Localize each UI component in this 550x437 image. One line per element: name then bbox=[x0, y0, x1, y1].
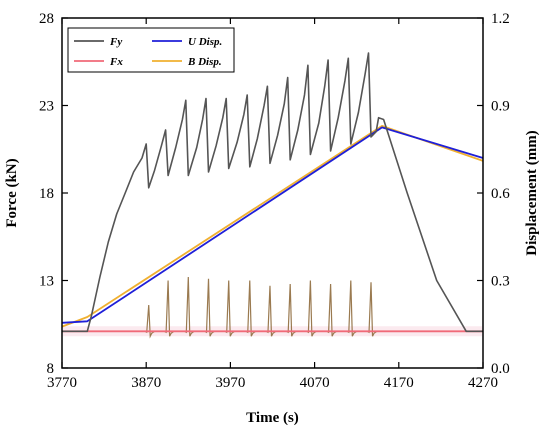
y-left-tick-label: 18 bbox=[39, 186, 54, 202]
x-tick-label: 3970 bbox=[215, 375, 245, 391]
y-right-tick-label: 1.2 bbox=[491, 11, 510, 27]
y-right-tick-label: 0.9 bbox=[491, 99, 510, 115]
x-tick-label: 4170 bbox=[384, 375, 414, 391]
legend-box bbox=[67, 27, 235, 73]
y-right-tick-label: 0.6 bbox=[491, 186, 510, 202]
x-tick-label: 3770 bbox=[47, 375, 77, 391]
legend-label: Fy bbox=[109, 36, 122, 48]
fx-spikes bbox=[63, 276, 482, 339]
x-tick-label: 4070 bbox=[300, 375, 330, 391]
right-y-axis-label: Displacement (mm) bbox=[524, 130, 540, 255]
series-line-fy bbox=[62, 52, 483, 333]
x-tick-label: 4270 bbox=[468, 375, 498, 391]
legend-label: Fx bbox=[109, 56, 123, 68]
legend-label: U Disp. bbox=[188, 36, 222, 48]
legend-label: B Disp. bbox=[187, 56, 222, 68]
y-left-tick-label: 8 bbox=[47, 361, 55, 377]
y-left-tick-label: 23 bbox=[39, 99, 54, 115]
x-axis-label: Time (s) bbox=[246, 410, 299, 426]
legend: Fy U Disp. Fx B Disp. bbox=[67, 27, 235, 73]
y-left-tick-label: 28 bbox=[39, 11, 54, 27]
x-tick-label: 3870 bbox=[131, 375, 161, 391]
series-line-u-disp- bbox=[61, 126, 484, 324]
y-right-tick-label: 0.0 bbox=[491, 361, 510, 377]
y-right-tick-label: 0.3 bbox=[491, 274, 510, 290]
axis-ticks: 3770 3870 3970 4070 4170 4270 8 13 18 23 28 0.0 0.3 0… bbox=[39, 11, 510, 391]
y-left-tick-label: 13 bbox=[39, 274, 54, 290]
left-y-axis-label: Force (kN) bbox=[4, 158, 20, 227]
series-lines bbox=[61, 52, 484, 333]
